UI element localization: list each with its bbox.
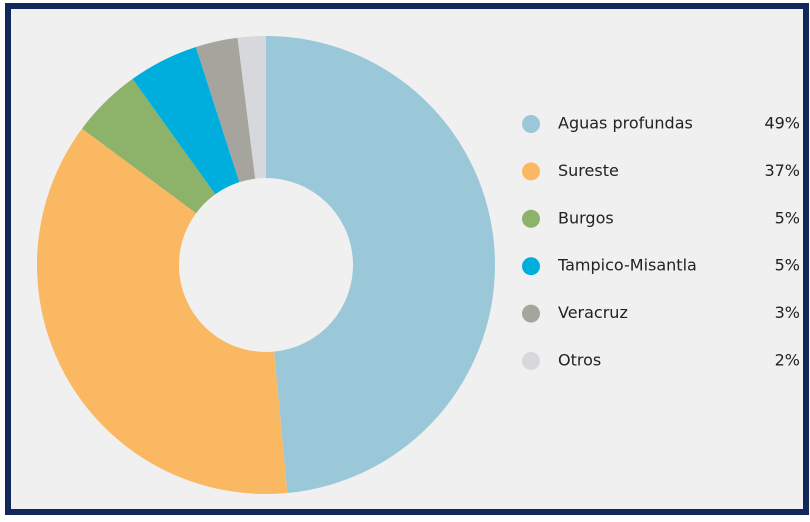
legend-swatch xyxy=(522,304,540,323)
legend-swatch xyxy=(522,352,540,370)
legend-label: Aguas profundas xyxy=(558,114,693,133)
legend-swatch xyxy=(522,115,540,133)
legend-swatch xyxy=(522,209,540,228)
legend-label: Otros xyxy=(558,351,601,370)
slice xyxy=(81,78,216,214)
slice xyxy=(237,36,266,179)
legend-value: 37% xyxy=(764,161,800,180)
legend-value: 5% xyxy=(775,256,800,275)
legend-label: Burgos xyxy=(558,208,614,227)
legend-swatch xyxy=(522,162,540,181)
legend-value: 5% xyxy=(775,208,800,227)
slice xyxy=(266,36,496,494)
legend-value: 3% xyxy=(775,303,800,322)
legend-value: 49% xyxy=(764,114,800,133)
legend-value: 2% xyxy=(775,351,800,370)
slice xyxy=(195,37,256,183)
slice xyxy=(37,128,288,495)
legend-label: Veracruz xyxy=(558,303,628,322)
slice xyxy=(132,46,240,195)
legend-swatch xyxy=(522,257,540,276)
legend-label: Sureste xyxy=(558,161,619,180)
legend-label: Tampico-Misantla xyxy=(557,256,697,275)
